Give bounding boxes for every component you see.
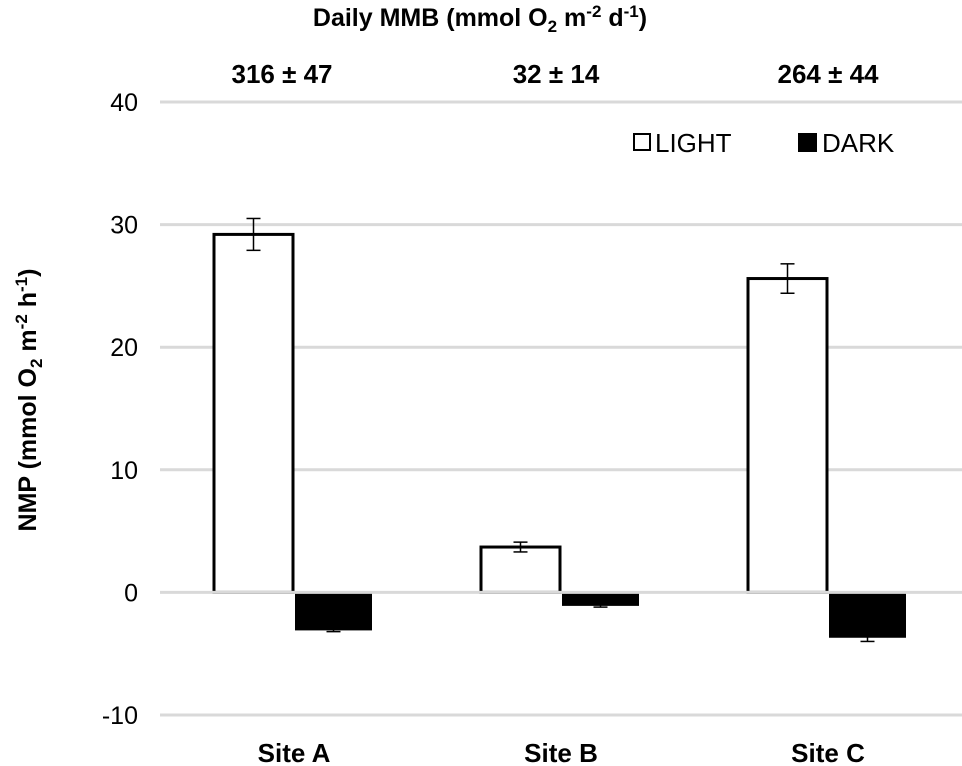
chart-title: Daily MMB (mmol O2 m-2 d-1) [313,2,647,36]
bars [212,217,906,643]
daily-mmb-annotations: 316 ± 47 32 ± 14 264 ± 44 [231,59,879,89]
y-tick-label: 0 [124,579,138,607]
bar-light [479,545,562,594]
y-axis-label: NMP (mmol O2 m-2 h-1) [12,269,46,532]
legend-light-swatch [633,133,651,151]
mmb-annotation: 264 ± 44 [777,59,879,89]
legend: LIGHT DARK [633,128,895,158]
y-tick-label: 20 [110,334,138,362]
x-category-label: Site B [524,738,598,766]
bar-dark [562,592,639,606]
x-category-label: Site A [258,738,331,766]
x-category-label: Site C [791,738,865,766]
y-axis-ticks: -10 0 10 20 30 40 [102,89,138,730]
mmb-annotation: 316 ± 47 [231,59,332,89]
y-tick-label: 30 [110,212,138,240]
bar-light [212,232,295,594]
y-tick-label: 10 [110,457,138,485]
y-tick-label: 40 [110,89,138,117]
bar-dark [829,592,906,638]
legend-dark-swatch [798,133,817,152]
bar-light [746,277,829,594]
legend-dark-label: DARK [822,128,895,158]
x-axis-categories: Site A Site B Site C [258,738,865,766]
mmb-annotation: 32 ± 14 [513,59,600,89]
legend-light-label: LIGHT [655,128,732,158]
bar-dark [295,592,372,631]
y-tick-label: -10 [102,702,138,730]
